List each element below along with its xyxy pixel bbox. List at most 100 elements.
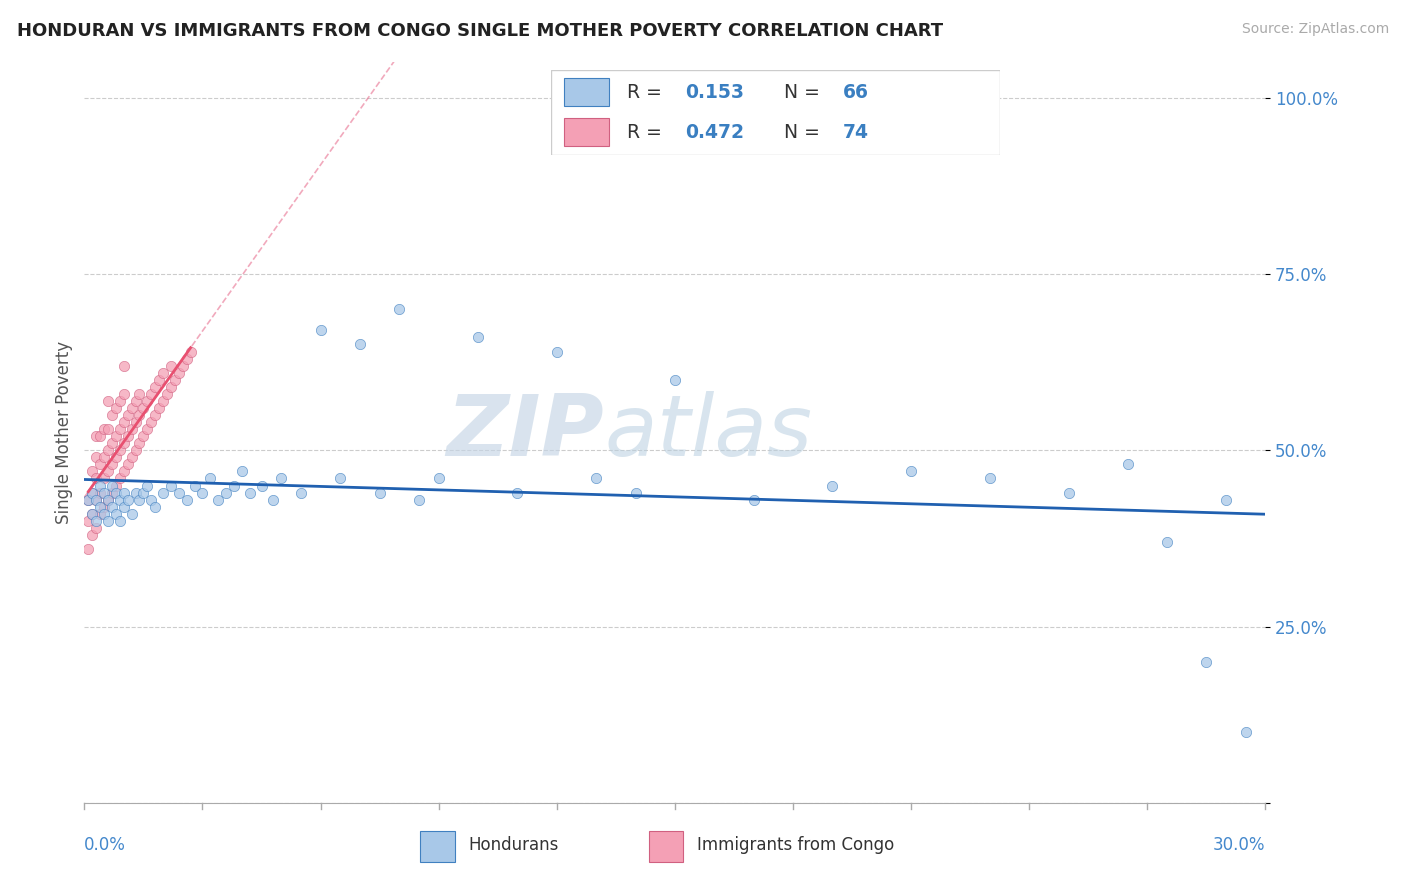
Point [239, 485, 262, 500]
Point [128, 492, 150, 507]
Point [84, 492, 107, 507]
Point [101, 436, 124, 450]
Point [124, 443, 146, 458]
Point [97, 393, 120, 408]
Point [1116, 458, 1139, 472]
Point [506, 485, 529, 500]
Point [77, 541, 100, 556]
Point [112, 387, 135, 401]
Point [82, 485, 104, 500]
Point [156, 387, 179, 401]
Point [124, 415, 146, 429]
Point [136, 422, 159, 436]
Point [97, 514, 120, 528]
Point [117, 458, 139, 472]
Point [108, 443, 131, 458]
Point [152, 393, 174, 408]
Point [742, 492, 765, 507]
Point [128, 436, 150, 450]
Point [1057, 485, 1080, 500]
Point [900, 464, 922, 478]
Text: atlas: atlas [605, 391, 813, 475]
Point [136, 393, 159, 408]
Point [368, 485, 391, 500]
Point [84, 471, 107, 485]
Point [89, 485, 111, 500]
Point [160, 359, 183, 373]
Point [290, 485, 312, 500]
Point [128, 408, 150, 422]
Point [143, 408, 166, 422]
Point [143, 380, 166, 394]
Point [89, 478, 111, 492]
Point [121, 507, 143, 521]
Point [77, 492, 100, 507]
Point [624, 485, 647, 500]
Point [89, 458, 111, 472]
Point [82, 507, 104, 521]
Point [89, 507, 111, 521]
Point [117, 408, 139, 422]
Point [408, 492, 430, 507]
Point [207, 492, 229, 507]
Point [112, 359, 135, 373]
Point [349, 337, 371, 351]
Point [117, 429, 139, 443]
Point [152, 485, 174, 500]
Point [163, 373, 186, 387]
Text: Source: ZipAtlas.com: Source: ZipAtlas.com [1241, 22, 1389, 37]
Point [97, 464, 120, 478]
Point [93, 485, 115, 500]
Point [97, 443, 120, 458]
Point [250, 478, 273, 492]
Point [101, 500, 124, 514]
Point [546, 344, 568, 359]
Point [82, 485, 104, 500]
Point [93, 500, 115, 514]
Point [104, 450, 127, 465]
Point [1234, 725, 1257, 739]
Point [176, 492, 198, 507]
Point [121, 450, 143, 465]
Point [309, 323, 332, 337]
Point [183, 478, 205, 492]
Point [82, 464, 104, 478]
Text: 0.0%: 0.0% [84, 836, 127, 855]
Point [82, 528, 104, 542]
Point [467, 330, 489, 344]
Point [89, 500, 111, 514]
Point [108, 393, 131, 408]
Point [262, 492, 284, 507]
Point [89, 429, 111, 443]
Point [97, 492, 120, 507]
Point [191, 485, 214, 500]
Point [97, 422, 120, 436]
Point [1215, 492, 1237, 507]
Point [84, 429, 107, 443]
Point [231, 464, 253, 478]
Point [664, 373, 686, 387]
Point [108, 514, 131, 528]
Point [104, 429, 127, 443]
Point [84, 492, 107, 507]
Point [112, 415, 135, 429]
Point [77, 514, 100, 528]
Point [160, 478, 183, 492]
Point [93, 471, 115, 485]
Text: 30.0%: 30.0% [1213, 836, 1265, 855]
Point [104, 485, 127, 500]
Point [172, 359, 194, 373]
Point [160, 380, 183, 394]
Point [148, 401, 170, 415]
Point [141, 492, 163, 507]
Point [128, 387, 150, 401]
Point [124, 485, 146, 500]
Point [84, 450, 107, 465]
Text: HONDURAN VS IMMIGRANTS FROM CONGO SINGLE MOTHER POVERTY CORRELATION CHART: HONDURAN VS IMMIGRANTS FROM CONGO SINGLE… [17, 22, 943, 40]
Point [141, 387, 163, 401]
Point [112, 464, 135, 478]
Point [132, 401, 155, 415]
Point [112, 436, 135, 450]
Point [329, 471, 352, 485]
Point [143, 500, 166, 514]
